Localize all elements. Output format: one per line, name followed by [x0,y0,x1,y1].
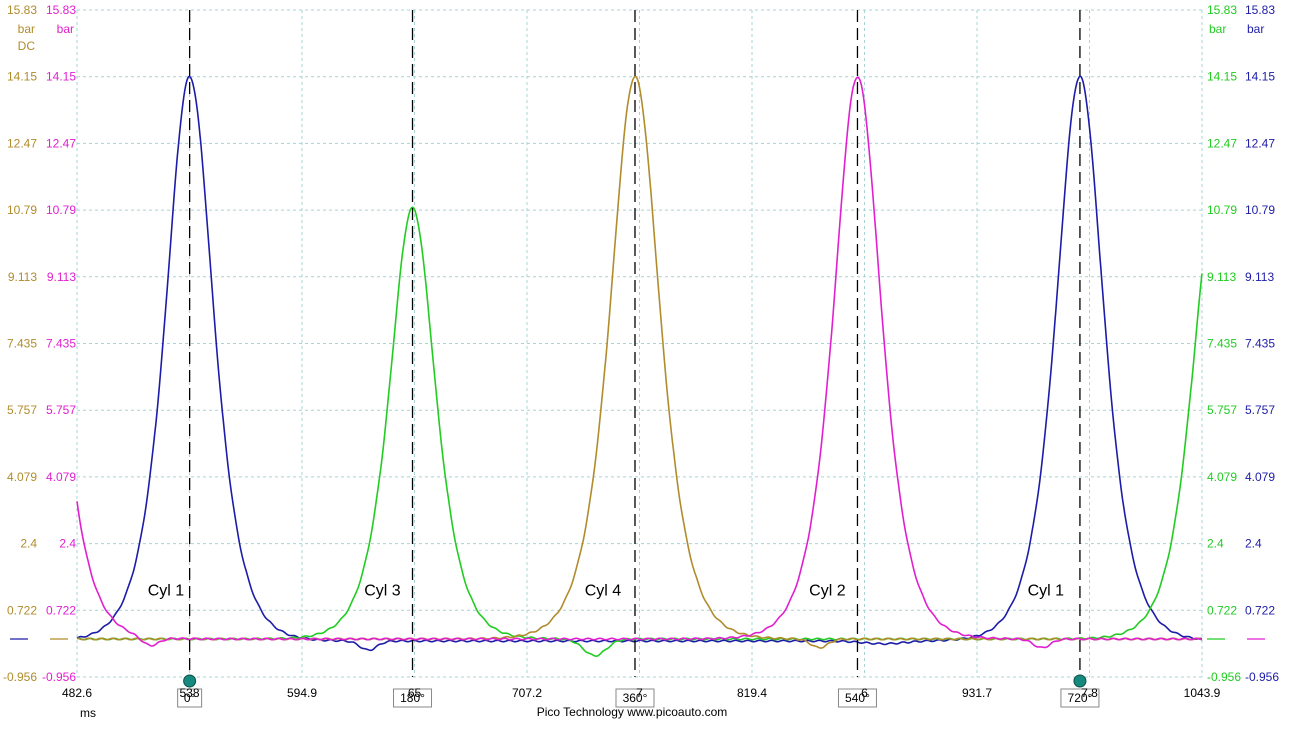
y-tick-label: 15.83 [1245,3,1275,17]
x-tick-label: 482.6 [62,686,92,700]
x-tick-label: 819.4 [737,686,767,700]
y-tick-label: 2.4 [20,537,37,551]
y-tick-label: 12.47 [1207,136,1237,150]
y-tick-label: 4.079 [46,470,76,484]
y-tick-label: 2.4 [59,537,76,551]
y-tick-label: 10.79 [1207,203,1237,217]
y-tick-label: 14.15 [1207,70,1237,84]
ruler-handle-left[interactable] [183,674,197,688]
y-tick-label: 7.435 [7,337,37,351]
trace-line [76,75,1203,652]
ruler-label: 180° [400,691,425,705]
x-tick-label: 931.7 [962,686,992,700]
y-tick-label: 10.79 [1245,203,1275,217]
y-tick-label: 10.79 [7,203,37,217]
x-tick-label: 594.9 [287,686,317,700]
y-tick-label: 9.113 [1245,270,1274,284]
ruler-label: 720° [1068,691,1093,705]
trace-line [76,76,1203,649]
y-tick-label: 12.47 [46,136,76,150]
axes: 15.83 14.15 12.47 10.79 9.113 7.435 5.757 4.079… [3,3,1279,720]
y-tick-label: 4.079 [7,470,37,484]
y-tick-label: 10.79 [46,203,76,217]
y-unit-label: bar [18,22,35,36]
y-tick-label: 0.722 [46,603,76,617]
y-tick-label: -0.956 [42,670,76,684]
cylinder-label: Cyl 4 [585,582,622,599]
y-tick-label: 7.435 [1245,337,1275,351]
x-tick-label: 7.8 [1081,686,1098,700]
x-tick-label: 6 [861,686,868,700]
ruler-label: 0° [184,691,196,705]
labels: Cyl 1 Cyl 3 Cyl 4 Cyl 2 Cyl 1 [148,582,1064,599]
coupling-label: DC [18,39,36,53]
y-unit-label: bar [1209,22,1226,36]
cylinder-label: Cyl 3 [364,582,401,599]
y-tick-label: 0.722 [7,603,37,617]
y-tick-label: 4.079 [1207,470,1237,484]
x-unit-label: ms [80,706,96,720]
ruler-handle-right[interactable] [1073,674,1087,688]
ruler-label-box[interactable] [177,688,203,708]
ruler-label: 540° [845,691,870,705]
x-tick-label: 7 [636,686,643,700]
y-tick-label: 2.4 [1245,537,1262,551]
ruler-label-box[interactable] [837,688,877,708]
x-tick-label: 1043.9 [1184,686,1221,700]
y-tick-label: 12.47 [1245,136,1275,150]
y-tick-label: 14.15 [46,70,76,84]
y-tick-label: 14.15 [1245,70,1275,84]
y-tick-label: 14.15 [7,70,37,84]
cylinder-label: Cyl 2 [809,582,846,599]
ruler-label-box[interactable] [1060,688,1100,708]
y-tick-label: 5.757 [46,403,76,417]
x-tick-label: 538 [179,686,199,700]
y-unit-label: bar [57,22,74,36]
x-tick-label: 707.2 [512,686,542,700]
grid [76,9,1203,678]
cylinder-label: Cyl 1 [1028,582,1065,599]
y-tick-label: 15.83 [7,3,37,17]
y-tick-label: 4.079 [1245,470,1275,484]
y-tick-label: 0.722 [1245,603,1275,617]
y-tick-label: -0.956 [1245,670,1279,684]
x-tick-label: 65 [408,686,422,700]
y-tick-label: 5.757 [1207,403,1237,417]
footer-credit: Pico Technology www.picoauto.com [537,705,728,719]
y-tick-label: 9.113 [8,270,37,284]
rulers[interactable]: 0° 180° 360° 540° 720° [177,10,1100,708]
y-tick-label: 0.722 [1207,603,1237,617]
y-tick-label: 15.83 [1207,3,1237,17]
y-tick-label: -0.956 [1207,670,1241,684]
y-tick-label: 5.757 [7,403,37,417]
y-tick-label: 2.4 [1207,537,1224,551]
y-unit-label: bar [1247,22,1264,36]
y-tick-label: 9.113 [1207,270,1236,284]
cylinder-label: Cyl 1 [148,582,185,599]
traces [76,75,1203,657]
y-tick-label: -0.956 [3,670,37,684]
y-tick-label: 12.47 [7,136,37,150]
y-tick-label: 7.435 [46,337,76,351]
y-tick-label: 9.113 [47,270,76,284]
y-tick-label: 7.435 [1207,337,1237,351]
y-tick-label: 15.83 [46,3,76,17]
y-tick-label: 5.757 [1245,403,1275,417]
ruler-label-box[interactable] [615,688,655,708]
ruler-label-box[interactable] [393,688,433,708]
ruler-label: 360° [623,691,648,705]
